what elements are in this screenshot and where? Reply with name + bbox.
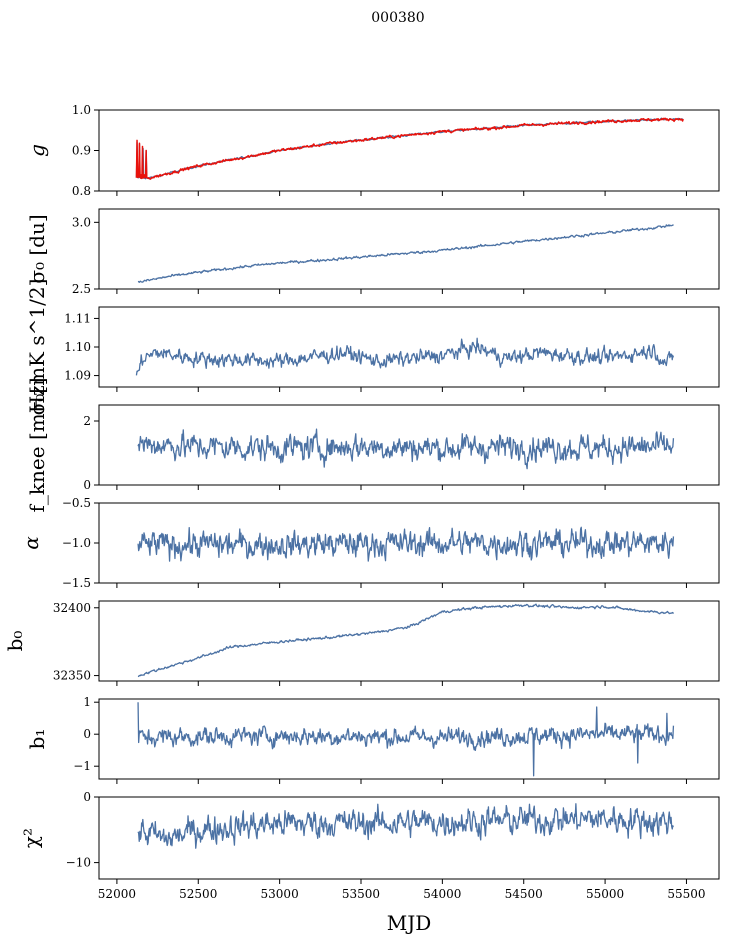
series-sigma0-mK [135,337,675,376]
y-tick-label: 2 [83,414,91,428]
y-tick-label: 32400 [53,601,91,615]
y-axis-label: g [25,144,49,157]
series-g-fit [135,117,684,180]
y-tick-label: 0 [83,478,91,492]
panels: 0.8 0.9 1.0 g 2.5 3.0 σ₀ [du] 1.09 1.10 1.11 σ₀[mK… [3,103,720,901]
series-fknee [137,428,675,470]
y-tick-label: −1 [73,759,91,773]
series-b0 [137,603,674,678]
y-tick-label: 3.0 [72,215,91,229]
panel-sigma0_mK: 1.09 1.10 1.11 σ₀[mK s^1/2] [25,279,720,416]
figure-title: 000380 [371,10,424,26]
panel-b0: 32350 32400 b₀ [3,600,720,686]
x-tick-label: 55000 [586,887,624,901]
y-axis-label: α [19,536,43,550]
panel-chi2: −10 0 52000 52500 53000 53500 54000 54500 55000 5… [19,790,720,901]
y-tick-label: 0 [83,790,91,804]
panel-alpha: −1.5 −1.0 −0.5 α [19,496,720,590]
y-tick-label: 32350 [53,669,91,683]
y-tick-label: 1.10 [64,340,91,354]
panel-fknee: 0 2 f_knee [mHz] [25,378,720,513]
y-tick-label: 1 [83,695,91,709]
y-tick-label: −10 [66,856,91,870]
x-axis-label: MJD [387,911,432,935]
x-tick-label: 54500 [505,887,543,901]
axes-frame [98,698,720,780]
y-tick-label: −0.5 [62,496,91,510]
series-b1 [137,702,675,777]
y-tick-label: 0.9 [72,144,91,158]
x-tick-label: 54000 [423,887,461,901]
y-tick-label: −1.0 [62,536,91,550]
y-tick-label: 0.8 [72,184,91,198]
y-axis-label: χ² [19,828,43,848]
series-chi2 [137,803,675,849]
y-tick-label: 1.09 [64,369,91,383]
y-axis-label: b₀ [3,631,27,652]
panel-sigma0_du: 2.5 3.0 σ₀ [du] [25,208,720,296]
x-tick-label: 53000 [261,887,299,901]
panel-g: 0.8 0.9 1.0 g [25,103,720,198]
series-sigma0 [137,224,674,283]
axes-frame [98,796,720,880]
y-axis-label: f_knee [mHz] [25,378,49,513]
y-tick-label: 1.11 [64,311,91,325]
axes-frame [98,208,720,290]
y-tick-label: −1.5 [62,576,91,590]
panel-b1: −1 0 1 b₁ [25,695,720,784]
x-tick-label: 55500 [667,887,705,901]
series-alpha [137,526,675,562]
axes-frame [98,404,720,486]
y-axis-label: b₁ [25,729,49,750]
y-axis-label: σ₀ [du] [25,214,49,283]
y-axis-label: σ₀[mK s^1/2] [25,279,49,416]
axes-frame [98,600,720,682]
y-tick-label: 0 [83,727,91,741]
y-tick-label: 1.0 [72,103,91,117]
x-tick-label: 52500 [179,887,217,901]
y-tick-label: 2.5 [72,282,91,296]
series-g [135,117,684,180]
x-tick-label: 52000 [98,887,136,901]
x-tick-label: 53500 [342,887,380,901]
axes-frame [98,306,720,388]
